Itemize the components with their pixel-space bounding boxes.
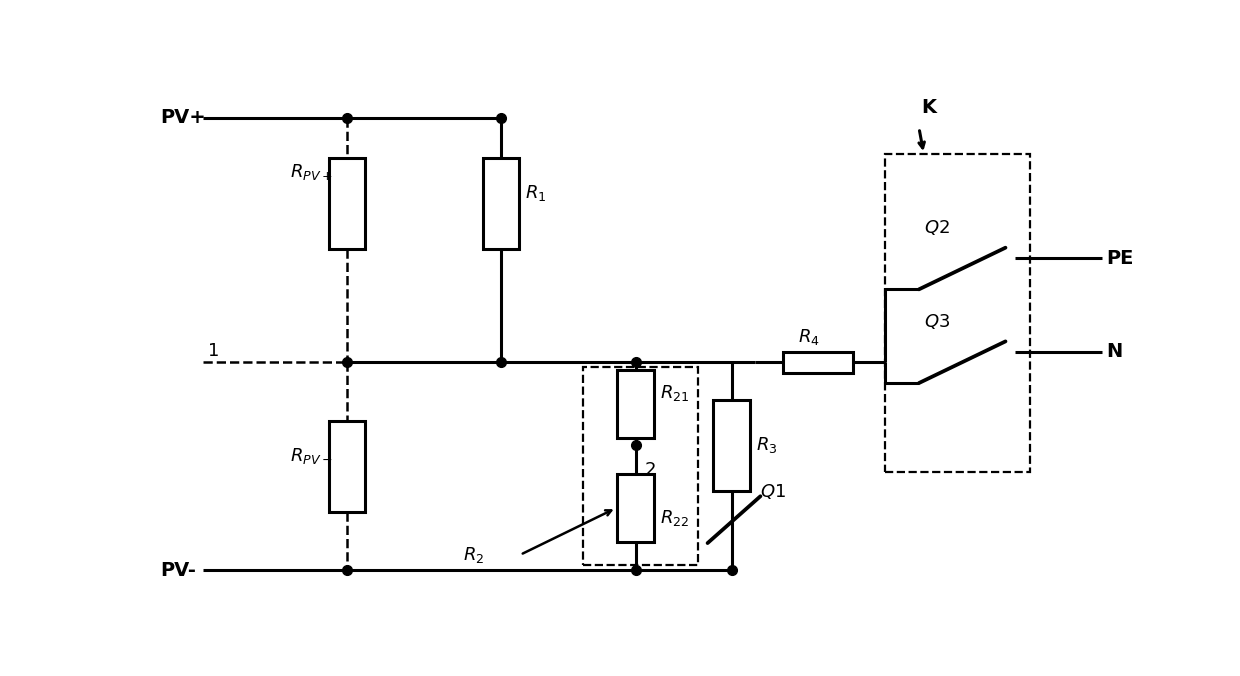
Text: N: N bbox=[1106, 342, 1122, 361]
Bar bbox=[583, 368, 698, 565]
Bar bbox=[618, 474, 653, 541]
Text: $R_4$: $R_4$ bbox=[797, 327, 820, 347]
Bar bbox=[784, 352, 853, 372]
Bar bbox=[329, 420, 366, 512]
Text: PV-: PV- bbox=[160, 561, 196, 580]
Text: $R_2$: $R_2$ bbox=[463, 545, 484, 564]
Bar bbox=[329, 158, 366, 249]
Text: $R_{PV+}$: $R_{PV+}$ bbox=[290, 162, 332, 183]
Text: $Q1$: $Q1$ bbox=[760, 483, 786, 502]
Bar bbox=[618, 370, 653, 437]
Text: $R_1$: $R_1$ bbox=[525, 183, 547, 203]
Text: 1: 1 bbox=[208, 341, 219, 360]
Bar bbox=[713, 400, 750, 491]
Bar bbox=[885, 154, 1029, 472]
Text: PV+: PV+ bbox=[160, 108, 206, 127]
Text: $Q2$: $Q2$ bbox=[924, 218, 950, 237]
Text: $R_{PV-}$: $R_{PV-}$ bbox=[290, 446, 332, 466]
Bar bbox=[482, 158, 520, 249]
Text: K: K bbox=[921, 97, 936, 117]
Text: PE: PE bbox=[1106, 249, 1133, 268]
Text: $R_{22}$: $R_{22}$ bbox=[660, 508, 688, 529]
Text: $R_3$: $R_3$ bbox=[755, 435, 777, 456]
Text: $Q3$: $Q3$ bbox=[924, 312, 950, 331]
Text: 2: 2 bbox=[645, 461, 657, 479]
Text: $R_{21}$: $R_{21}$ bbox=[660, 383, 689, 404]
